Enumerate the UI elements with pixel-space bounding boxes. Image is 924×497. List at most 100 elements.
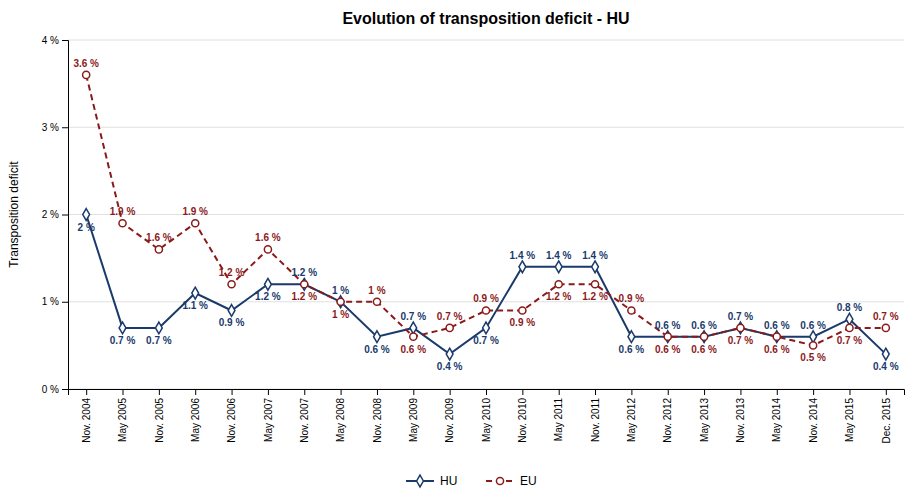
data-label: 1.4 % [582, 250, 608, 261]
marks [83, 71, 890, 360]
data-label: 0.7 % [401, 311, 427, 322]
axis-line [69, 390, 905, 396]
tick-mark [886, 389, 887, 395]
tick-label: 1 % [42, 296, 59, 307]
marker [373, 298, 380, 305]
tick-mark [813, 389, 814, 395]
data-label: 1.6 % [146, 232, 172, 243]
tick: Nov. 2007 [299, 389, 310, 443]
data-label: 0.6 % [655, 344, 681, 355]
marker [155, 246, 162, 253]
tick-label: Nov. 2011 [590, 398, 601, 443]
marker [846, 324, 853, 331]
plot: 0 %1 %2 %3 %4 %Nov. 2004May 2005Nov. 200… [42, 35, 905, 444]
tick-label: Nov. 2007 [299, 398, 310, 443]
tick-label: May 2006 [190, 398, 201, 442]
data-label: 1.2 % [291, 291, 317, 302]
tick-mark [377, 389, 378, 395]
tick: May 2007 [263, 389, 274, 442]
marker [483, 322, 490, 334]
tick-label: Nov. 2012 [662, 398, 673, 443]
data-label: 0.7 % [110, 335, 136, 346]
tick-label: Nov. 2005 [154, 398, 165, 443]
tick-label: 3 % [42, 122, 59, 133]
legend-item: HU [406, 474, 457, 488]
tick-mark [559, 389, 560, 395]
marker [882, 324, 889, 331]
tick: Nov. 2010 [517, 389, 528, 443]
marker [301, 281, 308, 288]
tick: May 2010 [481, 389, 492, 442]
tick-label: May 2015 [844, 398, 855, 442]
marker [519, 261, 526, 273]
data-label: 1.2 % [291, 267, 317, 278]
tick: May 2013 [699, 389, 710, 442]
data-label: 3.6 % [73, 58, 99, 69]
marker [555, 281, 562, 288]
tick-mark [777, 389, 778, 395]
tick: Nov. 2009 [444, 389, 455, 443]
tick-label: May 2013 [699, 398, 710, 442]
marker [264, 246, 271, 253]
grid-line [68, 127, 904, 128]
marker [628, 307, 635, 314]
marker [664, 331, 671, 343]
data-label: 0.6 % [401, 344, 427, 355]
marker [228, 305, 235, 317]
data-label: 0.7 % [437, 311, 463, 322]
tick: 4 % [42, 35, 68, 46]
tick: Nov. 2013 [735, 389, 746, 443]
tick: Nov. 2006 [226, 389, 237, 443]
data-label: 1.2 % [219, 267, 245, 278]
marker [773, 333, 780, 340]
data-label: 0.6 % [619, 344, 645, 355]
tick-label: May 2007 [263, 398, 274, 442]
tick-label: Nov. 2008 [372, 398, 383, 443]
marker [83, 71, 90, 78]
y-axis-title: Transposition deficit [7, 161, 21, 268]
tick-label: 0 % [42, 384, 59, 395]
tick-label: 4 % [42, 35, 59, 46]
title: Evolution of transposition deficit - HU [342, 10, 629, 27]
tick-mark [595, 389, 596, 395]
legend: HU EU [406, 474, 537, 488]
x-axis: Nov. 2004May 2005Nov. 2005May 2006Nov. 2… [69, 389, 905, 444]
marker [119, 220, 126, 227]
data-label: 0.7 % [837, 335, 863, 346]
tick-label: May 2014 [771, 398, 782, 442]
marker [810, 331, 817, 343]
tick: Nov. 2004 [81, 389, 92, 443]
y-axis: 0 % 1 % 2 % 3 % 4 % [42, 35, 69, 395]
tick-mark [62, 127, 68, 128]
data-label: 0.5 % [800, 352, 826, 363]
tick-mark [62, 389, 68, 390]
data-label: 1.2 % [582, 291, 608, 302]
data-label: 0.6 % [655, 320, 681, 331]
tick: 3 % [42, 122, 68, 133]
tick: 2 % [42, 209, 68, 220]
tick-mark [195, 389, 196, 395]
tick-mark [849, 389, 850, 395]
data-label: 0.7 % [873, 311, 899, 322]
marker [591, 281, 598, 288]
legend-label: EU [520, 474, 537, 488]
tick-mark [268, 389, 269, 395]
tick-label: Nov. 2004 [81, 398, 92, 443]
data-label: 1 % [332, 309, 349, 320]
marker [155, 322, 162, 334]
marker [519, 307, 526, 314]
marker [301, 278, 308, 290]
data-label: 1.9 % [182, 206, 208, 217]
tick: Nov. 2005 [154, 389, 165, 443]
data-label: 0.6 % [691, 344, 717, 355]
tick-label: Nov. 2009 [444, 398, 455, 443]
marker [737, 324, 744, 331]
tick-mark [668, 389, 669, 395]
marker [228, 281, 235, 288]
tick-mark [341, 389, 342, 395]
marker [737, 322, 744, 334]
legend-marker [496, 477, 503, 484]
data-label: 1.2 % [255, 291, 281, 302]
data-label: 0.7 % [473, 335, 499, 346]
tick-mark [704, 389, 705, 395]
